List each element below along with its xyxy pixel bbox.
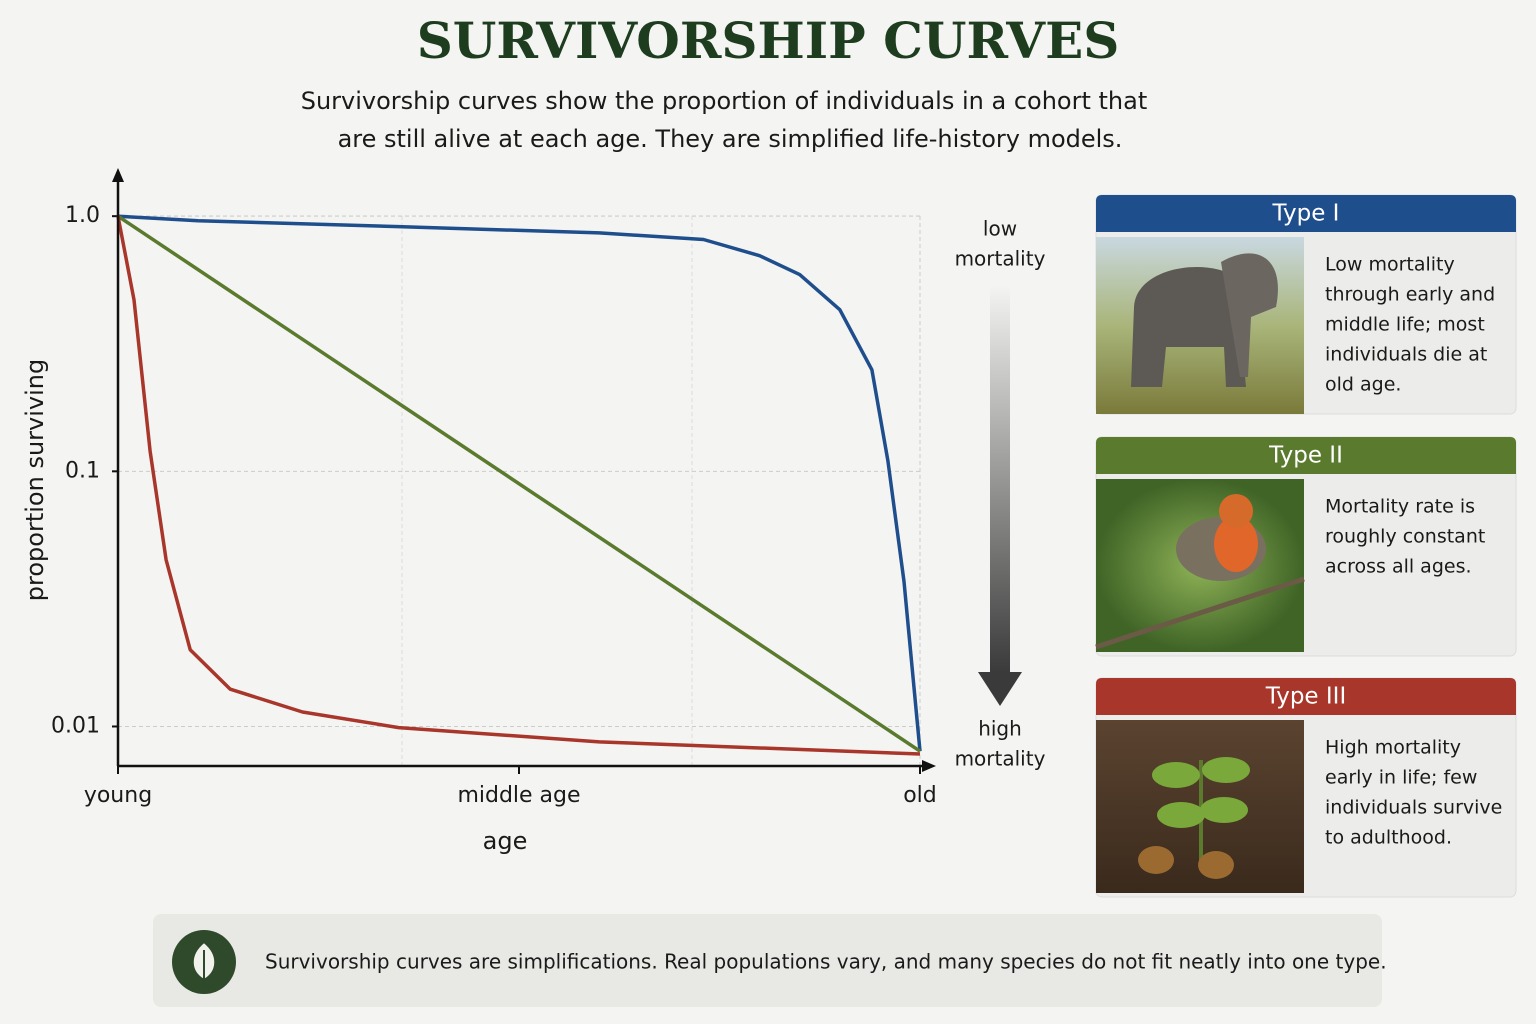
survivorship-curve bbox=[116, 215, 921, 756]
note-box bbox=[153, 914, 1382, 1007]
photo-bird bbox=[1214, 516, 1258, 572]
subtitle: are still alive at each age. They are si… bbox=[338, 125, 1123, 153]
photo-bird bbox=[1219, 494, 1253, 528]
panel-description: individuals survive bbox=[1325, 797, 1502, 819]
panel-description: through early and bbox=[1325, 284, 1495, 306]
mortality-label: mortality bbox=[955, 247, 1046, 271]
x-arrow bbox=[922, 760, 936, 772]
survivorship-curve bbox=[117, 214, 921, 753]
title: SURVIVORSHIP CURVES bbox=[417, 11, 1120, 70]
photo-leaf bbox=[1157, 802, 1205, 828]
panel-description: Low mortality bbox=[1325, 254, 1455, 276]
y-tick-label: 1.0 bbox=[65, 203, 100, 228]
panel-description: across all ages. bbox=[1325, 556, 1472, 578]
mortality-label: high bbox=[978, 717, 1022, 741]
y-arrow bbox=[112, 168, 124, 182]
y-tick-label: 0.01 bbox=[51, 713, 100, 738]
panel-description: Mortality rate is bbox=[1325, 496, 1475, 518]
photo-elephant bbox=[1131, 267, 1246, 387]
mortality-label: low bbox=[983, 217, 1017, 241]
mortality-gradient bbox=[990, 285, 1010, 673]
photo-elephant bbox=[1221, 253, 1278, 377]
panel-title: Type II bbox=[1268, 443, 1343, 469]
panel-header bbox=[1096, 678, 1516, 715]
note: Survivorship curves are simplifications.… bbox=[265, 950, 1387, 974]
panel-description: early in life; few bbox=[1325, 767, 1477, 789]
photo-acorn bbox=[1138, 846, 1174, 874]
panel-title: Type III bbox=[1265, 684, 1347, 710]
subtitle: Survivorship curves show the proportion … bbox=[301, 87, 1148, 115]
y-axis-label: proportion surviving bbox=[21, 359, 49, 601]
x-tick-label: old bbox=[903, 783, 937, 808]
x-axis-label: age bbox=[483, 827, 528, 855]
photo-leaf bbox=[1152, 762, 1200, 788]
y-tick-label: 0.1 bbox=[65, 458, 100, 483]
panel-header bbox=[1096, 195, 1516, 232]
panel-description: High mortality bbox=[1325, 737, 1461, 759]
panel-description: individuals die at bbox=[1325, 344, 1487, 366]
plot bbox=[112, 214, 922, 756]
mortality-arrowhead bbox=[978, 672, 1022, 706]
panel-description: roughly constant bbox=[1325, 526, 1485, 548]
photo-leaf bbox=[1202, 757, 1250, 783]
panel-header bbox=[1096, 437, 1516, 474]
x-tick-label: young bbox=[84, 783, 152, 808]
leaf-icon bbox=[191, 940, 217, 982]
panel-description: middle life; most bbox=[1325, 314, 1485, 336]
photo-branch bbox=[1095, 576, 1305, 650]
panel-description: old age. bbox=[1325, 374, 1401, 396]
x-tick-label: middle age bbox=[457, 783, 580, 808]
photo-leaf bbox=[1200, 797, 1248, 823]
panel-title: Type I bbox=[1272, 201, 1340, 227]
mortality-label: mortality bbox=[955, 747, 1046, 771]
panels: Type I Low mortality through early and midd… bbox=[1095, 194, 1517, 898]
panel-description: to adulthood. bbox=[1325, 827, 1452, 849]
photo-acorn bbox=[1198, 851, 1234, 879]
survivorship-curve bbox=[117, 214, 922, 752]
